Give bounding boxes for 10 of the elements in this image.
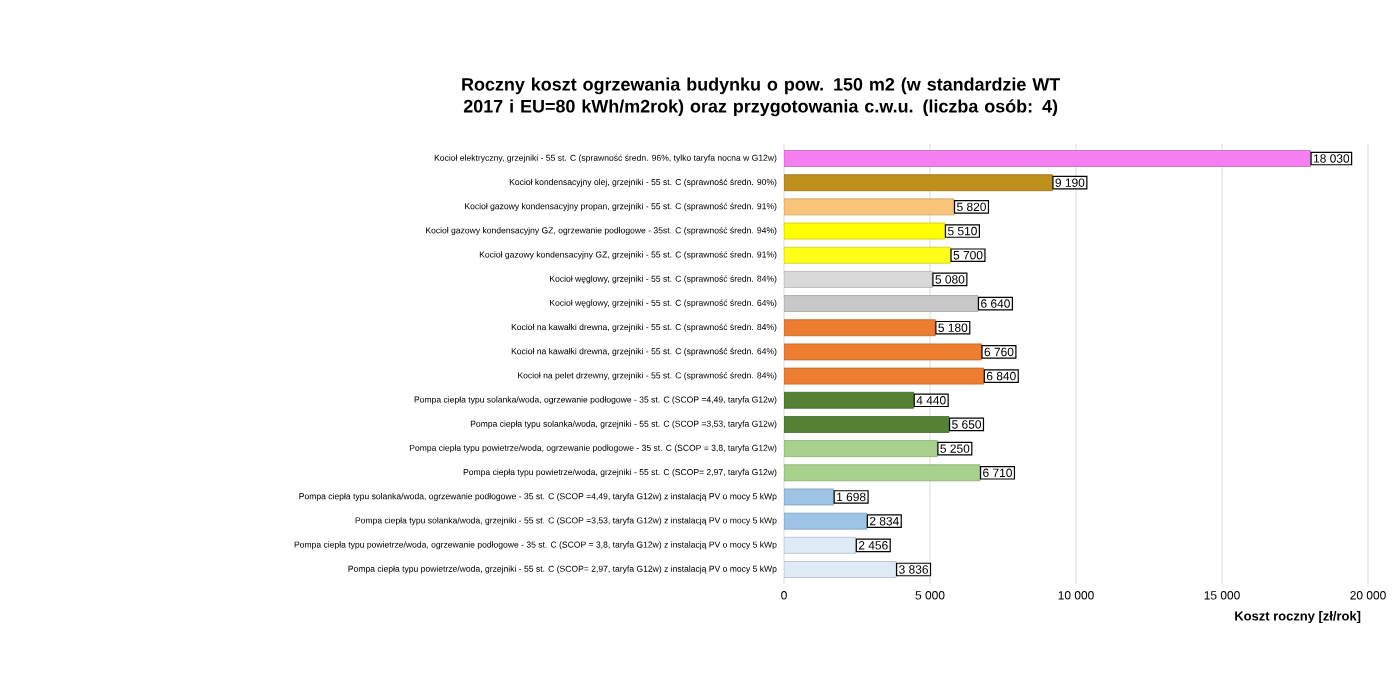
bar — [784, 150, 1311, 167]
chart-title: Roczny koszt ogrzewania budynku o pow. 150 m2 (w standardzie WT 2017 i EU=80 kWh/m2rok) oraz przygotowania c.w.u. (liczba osób: 4) — [462, 77, 1061, 117]
bar — [784, 488, 834, 506]
bar — [784, 512, 868, 530]
bar — [784, 440, 938, 458]
bar — [784, 174, 1053, 192]
bar — [784, 561, 897, 578]
bar — [784, 222, 946, 240]
bar — [784, 416, 950, 433]
bar — [784, 246, 951, 264]
